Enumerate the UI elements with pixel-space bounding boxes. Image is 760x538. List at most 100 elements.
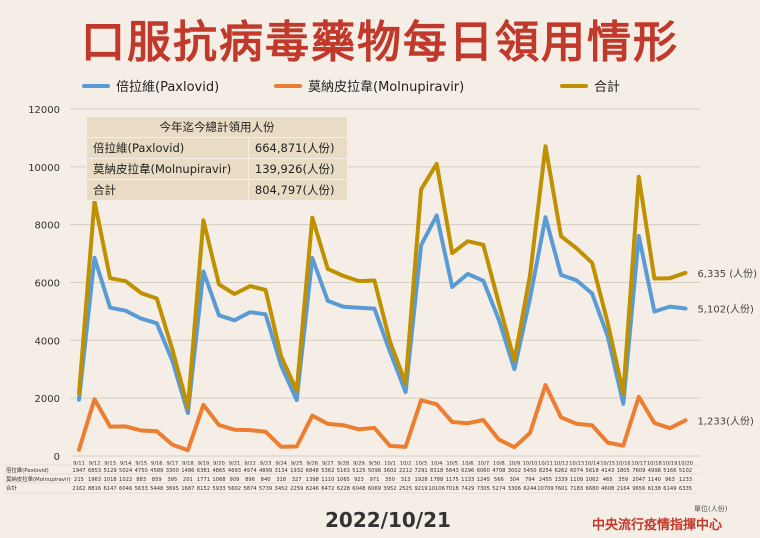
x-tick-label: 9/19 [198, 461, 210, 467]
table-cell: 7609 [632, 468, 645, 474]
end-value-label: 5,102(人份) [697, 303, 754, 315]
x-tick-label: 10/7 [477, 461, 489, 467]
table-cell: 3695 [166, 486, 179, 492]
table-cell: 9656 [632, 486, 645, 492]
x-tick-label: 9/16 [151, 461, 163, 467]
table-cell: 4750 [135, 468, 148, 474]
table-cell: 859 [152, 477, 162, 483]
table-cell: 2162 [72, 486, 85, 492]
x-tick-label: 9/25 [291, 461, 303, 467]
summary-value: 664,871(人份) [247, 137, 349, 159]
table-cell: 6472 [321, 486, 334, 492]
table-cell: 1175 [446, 477, 459, 483]
organization-name: 中央流行疫情指揮中心 [592, 518, 723, 533]
table-cell: 4974 [243, 468, 257, 474]
x-tick-label: 9/20 [213, 461, 225, 467]
table-cell: 4608 [601, 486, 614, 492]
x-tick-label: 10/10 [522, 461, 537, 467]
legend-swatch-molnupiravir [274, 83, 302, 88]
table-cell: 1963 [88, 477, 101, 483]
table-cell: 3602 [383, 468, 396, 474]
table-row-label: 莫納皮拉韋(Molnupiravir) [6, 475, 71, 483]
x-tick-label: 10/17 [631, 461, 646, 467]
series-line-1 [77, 383, 688, 453]
x-tick-label: 10/2 [400, 461, 412, 467]
table-cell: 1486 [181, 468, 194, 474]
table-cell: 3002 [508, 468, 521, 474]
table-cell: 1233 [679, 477, 692, 483]
table-cell: 4899 [259, 468, 272, 474]
table-cell: 6060 [477, 468, 490, 474]
table-cell: 6244 [523, 486, 537, 492]
table-cell: 1805 [617, 468, 630, 474]
table-cell: 5166 [663, 468, 676, 474]
table-cell: 4693 [228, 468, 241, 474]
x-tick-label: 9/21 [229, 461, 241, 467]
table-cell: 1109 [570, 477, 583, 483]
table-cell: 8152 [197, 486, 210, 492]
x-tick-label: 10/6 [462, 461, 474, 467]
table-cell: 6296 [461, 468, 474, 474]
table-cell: 7429 [461, 486, 474, 492]
table-cell: 8816 [88, 486, 101, 492]
table-cell: 4998 [648, 468, 661, 474]
y-tick-label: 0 [54, 452, 60, 463]
table-cell: 794 [525, 477, 536, 483]
table-cell: 1140 [648, 477, 661, 483]
table-cell: 1133 [461, 477, 474, 483]
table-cell: 1022 [119, 477, 132, 483]
summary-value: 139,926(人份) [247, 158, 349, 180]
table-cell: 7018 [446, 486, 459, 492]
table-cell: 3452 [275, 486, 288, 492]
table-cell: 350 [385, 477, 395, 483]
table-cell: 6138 [648, 486, 661, 492]
table-cell: 5739 [259, 486, 272, 492]
table-cell: 8254 [539, 468, 553, 474]
x-tick-label: 9/23 [260, 461, 272, 467]
y-tick-label: 8000 [35, 221, 60, 232]
legend-label-paxlovid: 倍拉維(Paxlovid) [116, 80, 220, 95]
table-cell: 5125 [352, 468, 365, 474]
table-cell: 5450 [523, 468, 536, 474]
table-cell: 5843 [446, 468, 459, 474]
x-tick-label: 9/27 [322, 461, 334, 467]
table-cell: 327 [292, 477, 302, 483]
table-cell: 909 [230, 477, 240, 483]
table-cell: 1062 [586, 477, 599, 483]
table-cell: 7601 [554, 486, 567, 492]
table-cell: 304 [509, 477, 520, 483]
table-cell: 840 [261, 477, 271, 483]
table-cell: 359 [618, 477, 628, 483]
table-cell: 1065 [337, 477, 350, 483]
table-cell: 7183 [570, 486, 583, 492]
table-cell: 395 [167, 477, 177, 483]
table-cell: 9219 [414, 486, 427, 492]
legend-swatch-total [560, 83, 588, 88]
table-cell: 566 [494, 477, 504, 483]
table-cell: 2164 [617, 486, 631, 492]
x-tick-label: 9/29 [353, 461, 365, 467]
table-cell: 5874 [243, 486, 257, 492]
table-cell: 465 [603, 477, 613, 483]
table-cell: 3306 [508, 486, 521, 492]
x-tick-label: 9/17 [166, 461, 178, 467]
table-cell: 6069 [368, 486, 381, 492]
table-cell: 6262 [554, 468, 567, 474]
table-cell: 1788 [430, 477, 443, 483]
table-cell: 4708 [492, 468, 505, 474]
x-tick-label: 10/9 [509, 461, 521, 467]
table-cell: 1245 [477, 477, 490, 483]
summary-label: 莫納皮拉韋(Molnupiravir) [86, 158, 249, 180]
x-tick-label: 9/14 [120, 461, 132, 467]
table-cell: 10106 [428, 486, 445, 492]
table-cell: 5633 [135, 486, 148, 492]
table-cell: 1398 [306, 477, 319, 483]
end-value-label: 6,335 (人份) [697, 268, 757, 280]
end-value-label: 1,233(人份) [697, 415, 754, 427]
table-cell: 971 [369, 477, 379, 483]
x-tick-label: 10/8 [493, 461, 505, 467]
table-cell: 5274 [492, 486, 506, 492]
series-line-0 [77, 213, 688, 415]
y-tick-label: 2000 [35, 394, 60, 405]
